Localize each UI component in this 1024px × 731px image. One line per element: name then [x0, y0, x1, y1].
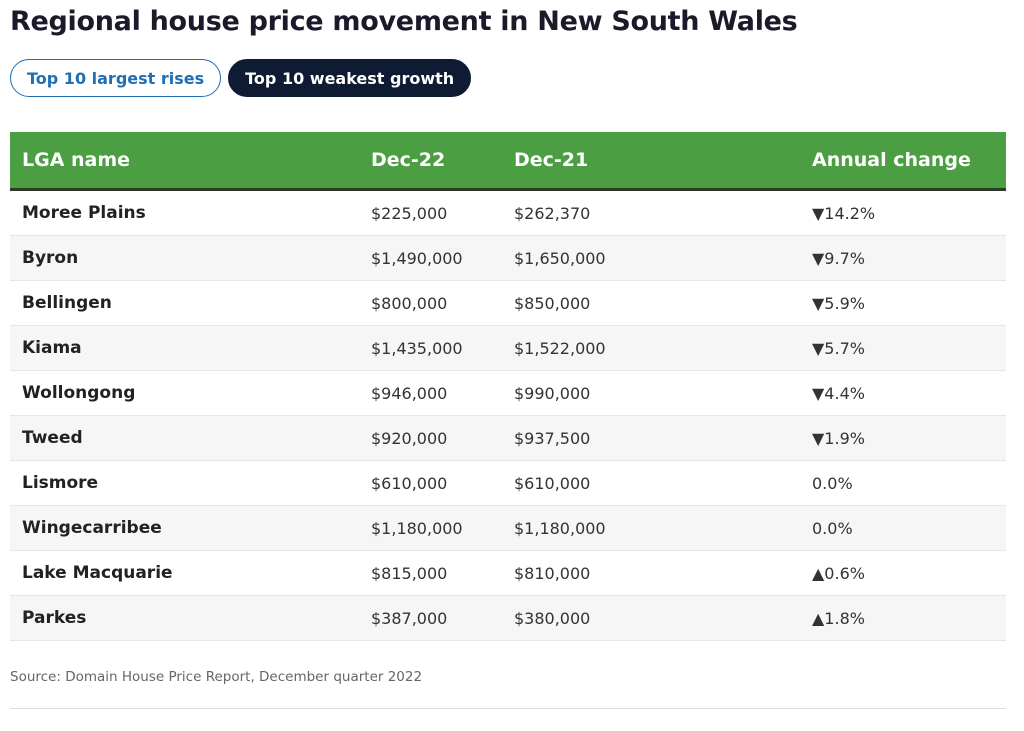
- table-row: Parkes $387,000 $380,000 ▲1.8%: [10, 595, 1006, 641]
- header-row: LGA name Dec-22 Dec-21 Annual change: [10, 132, 1006, 191]
- source-note: Source: Domain House Price Report, Decem…: [10, 669, 423, 685]
- cell: $1,522,000: [514, 325, 812, 371]
- cell: $815,000: [371, 550, 514, 596]
- cell: 0.0%: [812, 460, 1006, 506]
- table-row: Lismore $610,000 $610,000 0.0%: [10, 460, 1006, 506]
- cell: ▼1.9%: [812, 415, 1006, 461]
- cell: ▼9.7%: [812, 235, 1006, 281]
- cell: ▲0.6%: [812, 550, 1006, 596]
- lga-name: Lismore: [10, 460, 371, 506]
- table-body: Moree Plains $225,000 $262,370 ▼14.2% Byron $…: [10, 189, 1006, 641]
- price-table: LGA name Dec-22 Dec-21 Annual change Moree …: [10, 132, 1006, 641]
- lga-name: Kiama: [10, 325, 371, 371]
- cell: $380,000: [514, 595, 812, 641]
- cell: ▼5.7%: [812, 325, 1006, 371]
- cell: $262,370: [514, 189, 812, 236]
- cell: $1,490,000: [371, 235, 514, 281]
- cell: $850,000: [514, 280, 812, 326]
- cell: $610,000: [514, 460, 812, 506]
- table-row: Lake Macquarie $815,000 $810,000 ▲0.6%: [10, 550, 1006, 596]
- table-row: Kiama $1,435,000 $1,522,000 ▼5.7%: [10, 325, 1006, 371]
- column-header: Dec-21: [514, 132, 812, 191]
- tab-button[interactable]: Top 10 largest rises: [10, 59, 222, 97]
- table-row: Wingecarribee $1,180,000 $1,180,000 0.0%: [10, 505, 1006, 551]
- lga-name: Bellingen: [10, 280, 371, 326]
- cell: $1,180,000: [371, 505, 514, 551]
- tab-button[interactable]: Top 10 weakest growth: [228, 59, 472, 97]
- table-row: Byron $1,490,000 $1,650,000 ▼9.7%: [10, 235, 1006, 281]
- cell: $1,180,000: [514, 505, 812, 551]
- lga-name: Parkes: [10, 595, 371, 641]
- cell: $810,000: [514, 550, 812, 596]
- lga-name: Moree Plains: [10, 189, 371, 236]
- lga-name: Wingecarribee: [10, 505, 371, 551]
- lga-name: Wollongong: [10, 370, 371, 416]
- cell: ▼5.9%: [812, 280, 1006, 326]
- table-row: Tweed $920,000 $937,500 ▼1.9%: [10, 415, 1006, 461]
- divider: [10, 708, 1006, 709]
- cell: $800,000: [371, 280, 514, 326]
- column-header: Annual change: [812, 132, 1006, 191]
- column-header: LGA name: [10, 132, 371, 191]
- cell: $387,000: [371, 595, 514, 641]
- table-row: Moree Plains $225,000 $262,370 ▼14.2%: [10, 189, 1006, 236]
- cell: ▲1.8%: [812, 595, 1006, 641]
- lga-name: Tweed: [10, 415, 371, 461]
- tab-bar: Top 10 largest rises Top 10 weakest growt…: [10, 59, 472, 97]
- cell: $920,000: [371, 415, 514, 461]
- cell: ▼4.4%: [812, 370, 1006, 416]
- cell: $225,000: [371, 189, 514, 236]
- lga-name: Lake Macquarie: [10, 550, 371, 596]
- table-row: Wollongong $946,000 $990,000 ▼4.4%: [10, 370, 1006, 416]
- cell: $946,000: [371, 370, 514, 416]
- cell: $1,435,000: [371, 325, 514, 371]
- title: Regional house price movement in New Sou…: [10, 6, 798, 37]
- cell: ▼14.2%: [812, 189, 1006, 236]
- column-header: Dec-22: [371, 132, 514, 191]
- cell: $610,000: [371, 460, 514, 506]
- cell: $990,000: [514, 370, 812, 416]
- cell: $937,500: [514, 415, 812, 461]
- lga-name: Byron: [10, 235, 371, 281]
- table-row: Bellingen $800,000 $850,000 ▼5.9%: [10, 280, 1006, 326]
- cell: 0.0%: [812, 505, 1006, 551]
- cell: $1,650,000: [514, 235, 812, 281]
